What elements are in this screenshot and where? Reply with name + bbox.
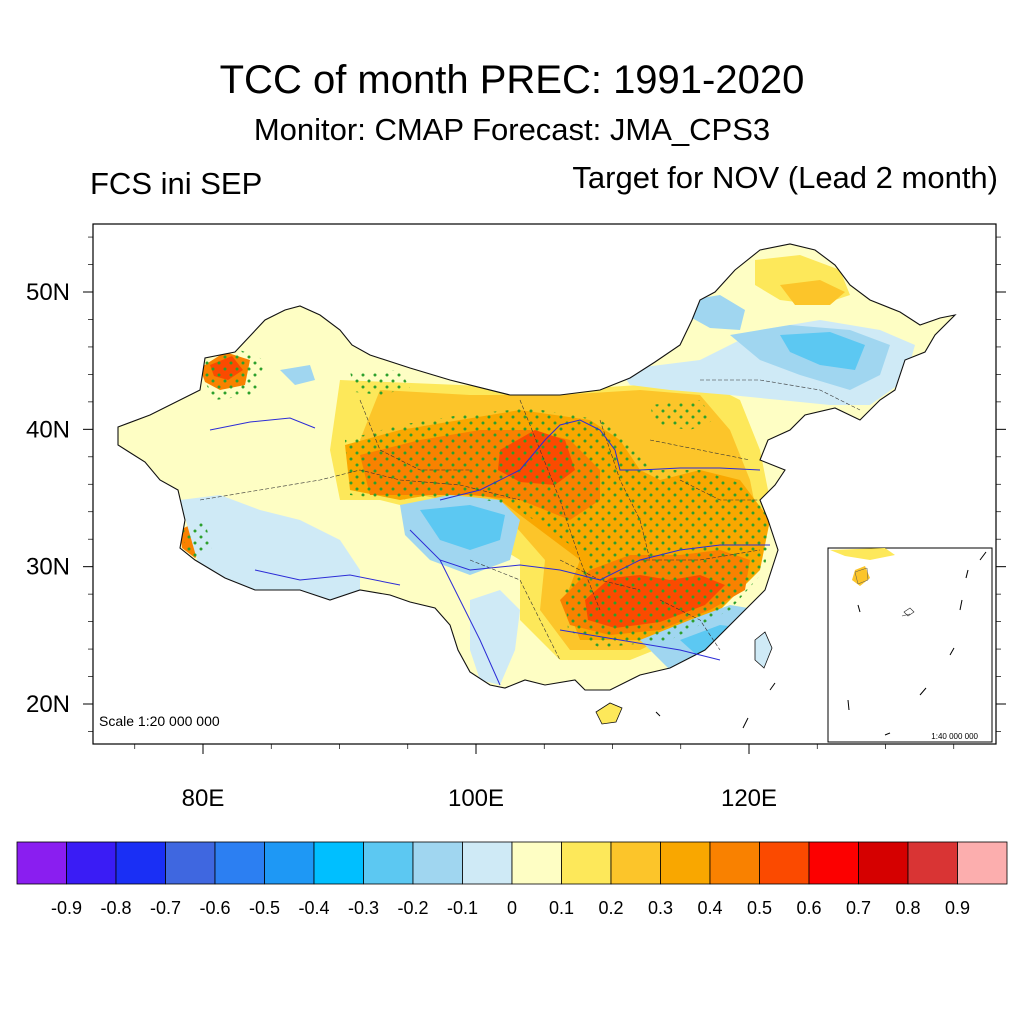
- rivers: [209, 417, 770, 686]
- colorbar-label: -0.6: [199, 898, 230, 918]
- colorbar-label: 0.6: [796, 898, 821, 918]
- china-outline: [117, 243, 957, 691]
- colorbar-swatch: [66, 841, 117, 885]
- colorbar-swatch: [412, 841, 463, 885]
- colorbar-label: -0.1: [447, 898, 478, 918]
- colorbar-swatch: [858, 841, 909, 885]
- lat-tick-label-40n: 40N: [26, 416, 70, 443]
- lon-tick-label-100e: 100E: [448, 785, 504, 812]
- inset-scale-label: 1:40 000 000: [931, 732, 978, 741]
- map-title: TCC of month PREC: 1991-2020: [219, 58, 805, 102]
- colorbar-swatch: [808, 841, 859, 885]
- boundary-dashes: [655, 682, 776, 729]
- colorbar-label: 0.2: [598, 898, 623, 918]
- colorbar-label: 0.9: [945, 898, 970, 918]
- lat-tick-label-20n: 20N: [26, 691, 70, 718]
- lon-tick-label-120e: 120E: [721, 785, 777, 812]
- colorbar-label: 0.7: [846, 898, 871, 918]
- colorbar-swatch: [907, 841, 958, 885]
- lat-tick-label-50n: 50N: [26, 279, 70, 306]
- lon-tick-label-80e: 80E: [182, 785, 225, 812]
- colorbar-swatch: [363, 841, 414, 885]
- taiwan-island: [754, 631, 773, 669]
- colorbar-label: 0.4: [697, 898, 722, 918]
- south-china-sea-inset: 1:40 000 000: [827, 547, 993, 743]
- colorbar-label: 0.5: [747, 898, 772, 918]
- colorbar-label: -0.2: [397, 898, 428, 918]
- map-subtitle: Monitor: CMAP Forecast: JMA_CPS3: [253, 112, 771, 147]
- map-axes: 80E 100E 120E 50N 40N 30N 20N: [26, 236, 1006, 812]
- colorbar-swatch: [709, 841, 760, 885]
- target-label: Target for NOV (Lead 2 month): [572, 160, 998, 195]
- colorbar-swatch: [759, 841, 810, 885]
- colorbar-swatch: [214, 841, 265, 885]
- map-scale-label: Scale 1:20 000 000: [99, 713, 220, 729]
- colorbar-swatch: [313, 841, 364, 885]
- colorbar-label: 0.8: [895, 898, 920, 918]
- colorbar-label: 0: [507, 898, 517, 918]
- colorbar-swatch: [957, 841, 1008, 885]
- colorbar-swatch: [511, 841, 562, 885]
- hainan-island: [595, 702, 623, 725]
- colorbar-swatch: [561, 841, 612, 885]
- colorbar: -0.9 -0.8 -0.7 -0.6 -0.5 -0.4 -0.3 -0.2 -0.1 0 0.1…: [16, 841, 1008, 918]
- colorbar-label: -0.8: [100, 898, 131, 918]
- colorbar-label: -0.9: [51, 898, 82, 918]
- colorbar-label: -0.7: [150, 898, 181, 918]
- colorbar-swatch: [660, 841, 711, 885]
- colorbar-swatch: [462, 841, 513, 885]
- colorbar-label: -0.3: [348, 898, 379, 918]
- colorbar-label: -0.4: [298, 898, 329, 918]
- colorbar-swatch: [115, 841, 166, 885]
- forecast-init-label: FCS ini SEP: [90, 166, 263, 201]
- colorbar-label: -0.5: [249, 898, 280, 918]
- nine-dash-line: [847, 551, 987, 736]
- colorbar-label: 0.3: [648, 898, 673, 918]
- colorbar-swatch: [264, 841, 315, 885]
- colorbar-swatch: [16, 841, 67, 885]
- colorbar-swatch: [610, 841, 661, 885]
- colorbar-label: 0.1: [549, 898, 574, 918]
- colorbar-swatch: [165, 841, 216, 885]
- lat-tick-label-30n: 30N: [26, 554, 70, 581]
